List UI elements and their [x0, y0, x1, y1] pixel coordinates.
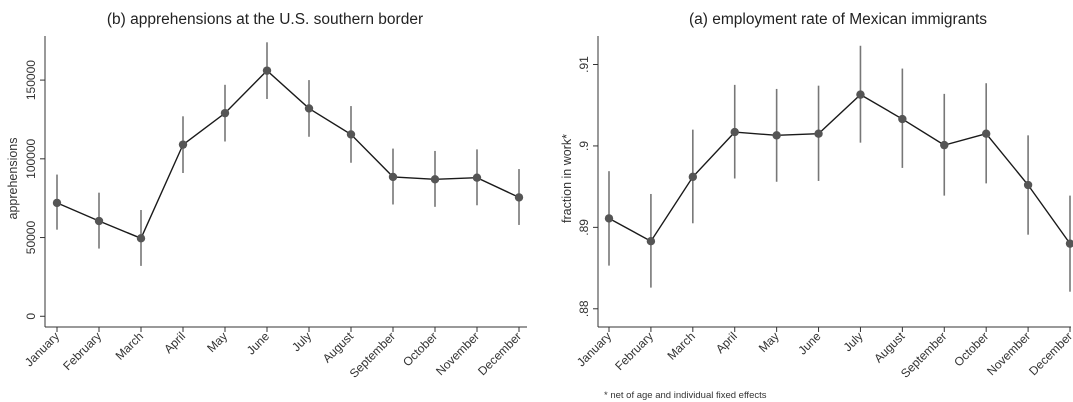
footnote: * net of age and individual fixed effect…: [604, 390, 767, 401]
data-point: [388, 172, 398, 182]
data-point: [772, 131, 781, 140]
y-tick-label: .88: [577, 300, 591, 317]
y-axis-label: fraction in work*: [560, 134, 574, 223]
series-line: [608, 93, 1071, 245]
data-point: [898, 114, 907, 124]
y-tick-label: 0: [24, 313, 38, 320]
x-tick-label: August: [320, 329, 357, 366]
data-point: [262, 66, 272, 75]
data-point: [430, 175, 440, 184]
y-tick-label: 50000: [24, 221, 38, 255]
y-tick-label: .9: [577, 141, 591, 151]
data-point: [94, 216, 104, 226]
data-point: [514, 193, 524, 202]
data-point: [178, 140, 188, 149]
x-tick-label: July: [289, 329, 314, 354]
x-tick-label: October: [951, 329, 991, 369]
data-point: [136, 234, 146, 243]
x-tick-label: March: [113, 329, 146, 362]
data-point: [688, 172, 698, 182]
x-tick-label: March: [664, 329, 697, 362]
y-axis-label: apprehensions: [6, 137, 20, 219]
x-tick-label: January: [574, 329, 614, 369]
x-tick-label: May: [204, 329, 230, 355]
data-point: [646, 237, 656, 246]
y-tick-label: .89: [577, 219, 591, 236]
chart-title: (b) apprehensions at the U.S. southern b…: [107, 11, 423, 28]
x-tick-label: December: [1026, 329, 1073, 378]
data-point: [1023, 180, 1033, 190]
data-point: [52, 198, 62, 208]
data-point: [730, 127, 739, 137]
y-tick-label: .91: [577, 56, 591, 73]
data-point: [346, 130, 356, 139]
x-tick-label: November: [433, 329, 482, 378]
data-point: [814, 129, 823, 138]
x-tick-label: September: [347, 329, 398, 380]
data-point: [940, 140, 949, 150]
x-tick-label: October: [400, 329, 440, 369]
x-tick-label: February: [60, 329, 104, 373]
chart-title: (a) employment rate of Mexican immigrant…: [689, 11, 987, 28]
x-tick-label: August: [871, 329, 908, 366]
y-tick-label: 150000: [24, 60, 38, 100]
data-point: [604, 214, 614, 223]
x-tick-label: June: [795, 329, 824, 358]
data-point: [856, 90, 865, 99]
data-point: [981, 129, 991, 138]
data-point: [1065, 239, 1073, 248]
x-tick-label: December: [475, 329, 524, 378]
y-tick-label: 100000: [24, 138, 38, 178]
x-tick-label: May: [756, 329, 782, 355]
x-tick-label: January: [22, 329, 62, 369]
data-point: [220, 108, 230, 118]
x-tick-label: June: [244, 329, 273, 358]
chart-panel-apprehensions: (b) apprehensions at the U.S. southern b…: [6, 11, 527, 381]
x-tick-label: April: [713, 329, 740, 356]
series-line: [56, 69, 520, 240]
x-tick-label: November: [984, 329, 1033, 378]
x-tick-label: September: [898, 329, 949, 380]
x-tick-label: February: [612, 329, 656, 373]
x-tick-label: July: [841, 329, 866, 354]
x-tick-label: April: [161, 329, 188, 356]
data-point: [304, 104, 314, 113]
chart-panel-employment: (a) employment rate of Mexican immigrant…: [560, 11, 1073, 381]
data-point: [472, 173, 482, 182]
